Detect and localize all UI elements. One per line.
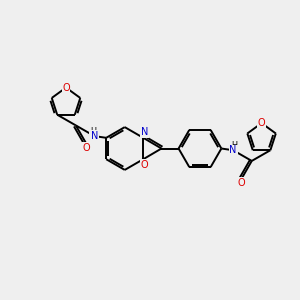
Text: H: H <box>90 127 96 136</box>
Text: N: N <box>230 145 237 155</box>
Text: N: N <box>141 128 148 137</box>
Text: O: O <box>258 118 266 128</box>
Text: O: O <box>62 82 70 93</box>
Text: O: O <box>237 178 245 188</box>
Text: O: O <box>141 160 148 170</box>
Text: N: N <box>91 131 98 141</box>
Text: O: O <box>83 142 90 153</box>
Text: H: H <box>232 141 238 150</box>
